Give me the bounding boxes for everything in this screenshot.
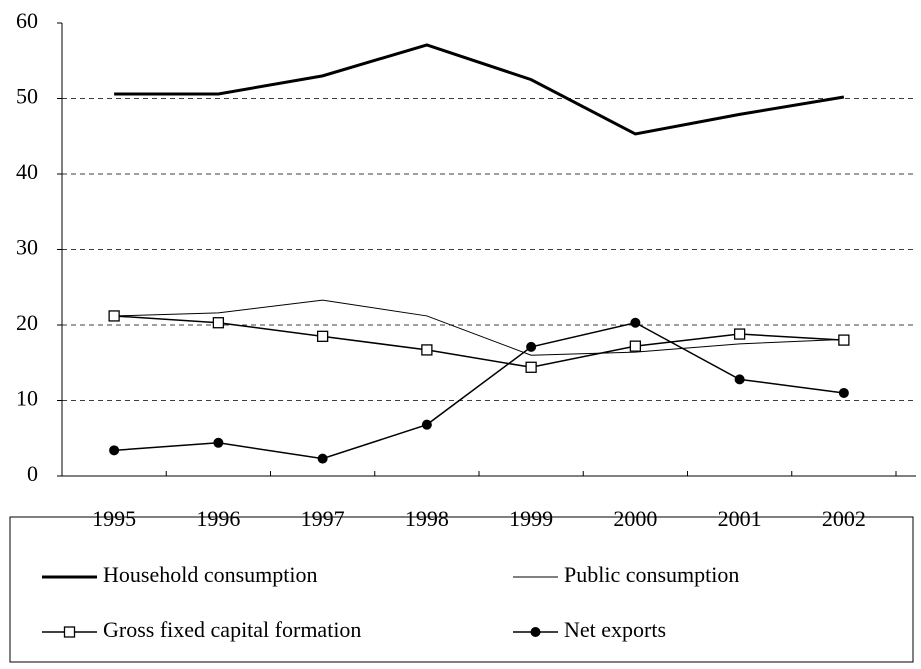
marker	[63, 626, 76, 638]
series-line	[114, 43, 845, 136]
x-tick-label: 2000	[613, 506, 657, 531]
marker	[109, 445, 120, 456]
y-tick-label: 40	[16, 159, 38, 184]
marker	[734, 374, 745, 385]
marker	[421, 344, 433, 356]
x-tick-label: 2002	[822, 506, 866, 531]
marker	[733, 328, 746, 340]
marker	[530, 627, 541, 637]
marker	[630, 317, 641, 328]
x-tick-label: 1995	[92, 506, 136, 531]
legend-label: Gross fixed capital formation	[103, 617, 361, 642]
x-tick-label: 1998	[405, 506, 449, 531]
legend-label: Household consumption	[103, 562, 318, 587]
marker	[421, 419, 432, 430]
marker	[629, 340, 642, 352]
legend-label: Net exports	[564, 617, 666, 642]
series-line	[114, 299, 844, 356]
y-tick-label: 20	[16, 310, 38, 335]
y-tick-label: 10	[16, 386, 38, 411]
marker	[108, 310, 120, 322]
y-tick-label: 60	[16, 8, 38, 33]
marker	[212, 317, 225, 329]
series-line	[114, 315, 844, 369]
marker	[838, 334, 850, 346]
legend-label: Public consumption	[564, 562, 739, 587]
marker	[317, 453, 328, 464]
marker	[525, 361, 537, 373]
marker	[526, 341, 537, 352]
marker	[838, 387, 849, 398]
y-tick-label: 50	[16, 84, 38, 109]
x-tick-label: 1996	[196, 506, 240, 531]
x-tick-label: 1999	[509, 506, 553, 531]
y-tick-label: 0	[27, 461, 38, 486]
legend-box	[9, 516, 914, 663]
series-line	[114, 321, 844, 460]
y-tick-label: 30	[16, 235, 38, 260]
marker	[213, 437, 224, 448]
x-tick-label: 1997	[301, 506, 345, 531]
x-tick-label: 2001	[718, 506, 762, 531]
marker	[316, 330, 329, 342]
